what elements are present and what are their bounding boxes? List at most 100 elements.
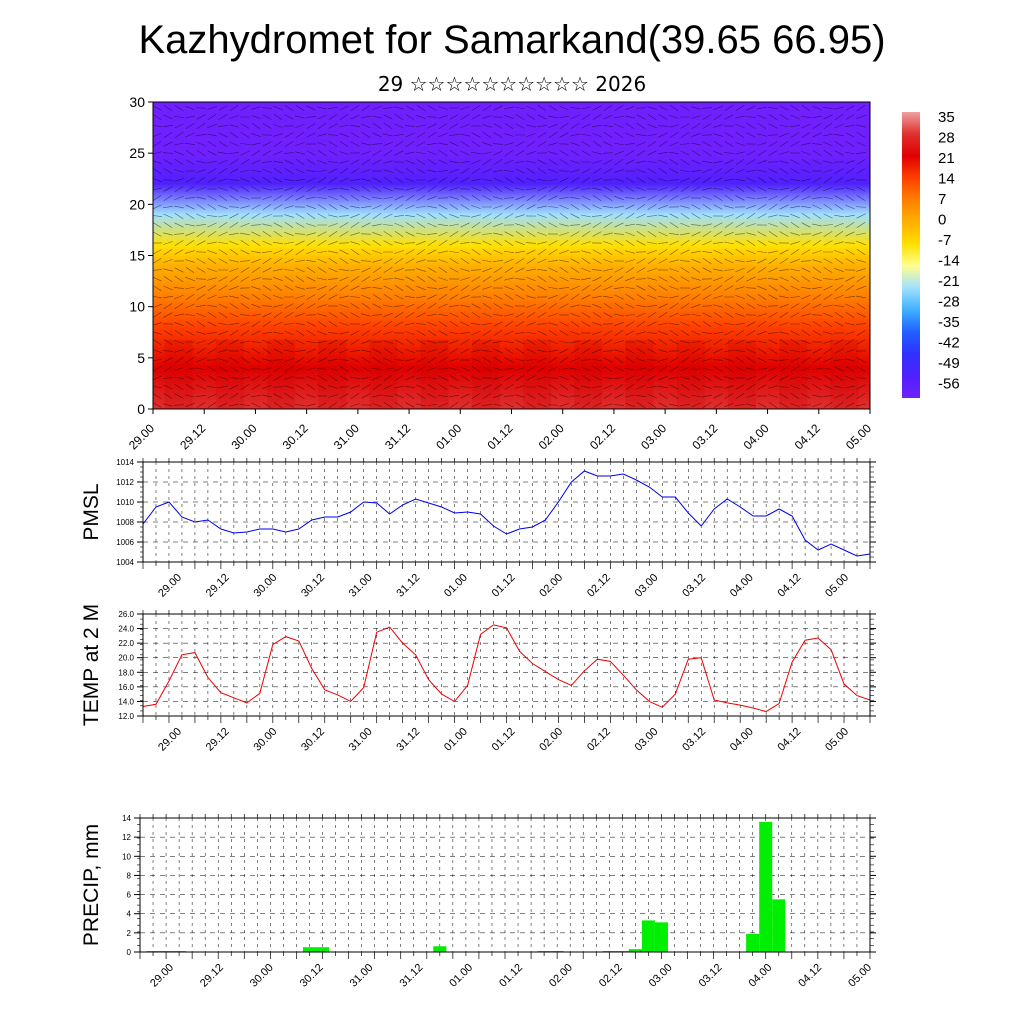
colorbar-label: -56 bbox=[938, 376, 960, 393]
y-tick-label: 1006 bbox=[116, 538, 134, 547]
warm-column bbox=[676, 340, 705, 409]
y-tick-label: 1004 bbox=[116, 558, 134, 567]
x-tick-label: 31.00 bbox=[348, 962, 376, 990]
chart-title: Kazhydromet for Samarkand(39.65 66.95) bbox=[138, 18, 886, 62]
x-tick-label: 03.00 bbox=[638, 421, 669, 452]
x-tick-label: 05.00 bbox=[843, 421, 874, 452]
warm-column bbox=[267, 340, 296, 409]
x-tick-label: 31.12 bbox=[382, 421, 413, 452]
x-tick-label: 05.00 bbox=[846, 962, 874, 990]
temperature-cross-section: 0 5 10 15 20 25 30 29.00 29.12 30.00 30.12 31.00 31.… bbox=[126, 94, 874, 452]
precip-bar bbox=[746, 933, 760, 952]
x-tick-label: 31.00 bbox=[347, 726, 375, 754]
warm-column bbox=[779, 340, 808, 409]
x-tick-label: 02.12 bbox=[585, 572, 613, 600]
y-tick-label: 20.0 bbox=[118, 654, 134, 663]
x-tick-label: 04.00 bbox=[741, 421, 772, 452]
x-tick-label: 05.00 bbox=[823, 572, 851, 600]
warm-column bbox=[574, 340, 603, 409]
colorbar-label: 21 bbox=[938, 150, 955, 167]
colorbar-label: -42 bbox=[938, 335, 960, 352]
x-tick-label: 29.12 bbox=[204, 726, 232, 754]
x-tick-label: 30.00 bbox=[248, 962, 276, 990]
precip-bar bbox=[772, 899, 786, 952]
y-tick-label: 30 bbox=[129, 94, 145, 110]
x-tick-label: 04.12 bbox=[776, 572, 804, 600]
y-tick-label: 16.0 bbox=[118, 683, 134, 692]
grid bbox=[142, 613, 871, 717]
x-tick-label: 30.12 bbox=[299, 572, 327, 600]
x-tick-label: 04.00 bbox=[746, 962, 774, 990]
y-tick-label: 22.0 bbox=[118, 639, 134, 648]
warm-column bbox=[164, 340, 193, 409]
x-tick-label: 02.12 bbox=[597, 962, 625, 990]
y-tick-label: 10 bbox=[129, 299, 145, 315]
wind-streamlines bbox=[153, 104, 867, 409]
x-tick-label: 31.12 bbox=[397, 962, 425, 990]
y-tick-label: 1008 bbox=[116, 518, 134, 527]
x-tick-label: 01.12 bbox=[484, 421, 515, 452]
x-tick-label: 29.12 bbox=[198, 962, 226, 990]
x-tick-label: 31.00 bbox=[347, 572, 375, 600]
y-tick-label: 6 bbox=[127, 891, 132, 900]
colorbar-label: 7 bbox=[938, 191, 946, 208]
x-tick-label: 31.12 bbox=[394, 572, 422, 600]
x-tick-label: 02.00 bbox=[537, 572, 565, 600]
colorbar-label: 35 bbox=[938, 109, 955, 126]
colorbar-label: 0 bbox=[938, 212, 946, 229]
x-tick-label: 04.12 bbox=[792, 421, 823, 452]
x-tick-label: 29.12 bbox=[177, 421, 208, 452]
x-tick-label: 03.00 bbox=[633, 572, 661, 600]
y-tick-label: 18.0 bbox=[118, 668, 134, 677]
colorbar-label: -7 bbox=[938, 232, 951, 249]
precip-bar bbox=[302, 947, 316, 952]
x-tick-label: 04.12 bbox=[796, 962, 824, 990]
grid bbox=[142, 461, 871, 563]
x-tick-label: 29.00 bbox=[126, 421, 157, 452]
y-tick-label: 14 bbox=[122, 814, 131, 823]
y-tick-label: 26.0 bbox=[118, 610, 134, 619]
x-tick-label: 01.00 bbox=[447, 962, 475, 990]
wind-barbs bbox=[153, 104, 867, 409]
x-tick-label: 01.12 bbox=[490, 572, 518, 600]
temp-2m-panel: 12.0 14.0 16.0 18.0 20.0 22.0 24.0 26.0 29.00 29.… bbox=[80, 604, 876, 754]
colorbar-label: -21 bbox=[938, 273, 960, 290]
precip-bar bbox=[315, 947, 330, 952]
x-tick-label: 29.00 bbox=[156, 726, 184, 754]
x-tick-label: 29.00 bbox=[148, 962, 176, 990]
x-tick-label: 01.12 bbox=[497, 962, 525, 990]
precip-bar bbox=[433, 946, 447, 952]
warm-column bbox=[830, 340, 859, 409]
x-tick-label: 03.00 bbox=[647, 962, 675, 990]
x-tick-label: 30.00 bbox=[251, 726, 279, 754]
x-tick-label: 03.12 bbox=[680, 726, 708, 754]
x-tick-label: 29.00 bbox=[156, 572, 184, 600]
x-tick-label: 01.00 bbox=[442, 726, 470, 754]
precip-bar bbox=[759, 821, 773, 952]
colorbar-label: -28 bbox=[938, 294, 960, 311]
x-tick-label: 02.00 bbox=[536, 421, 567, 452]
colorbar-label: -49 bbox=[938, 355, 960, 372]
heatmap-fill bbox=[153, 102, 870, 409]
pmsl-panel: 1004 1006 1008 1010 1012 1014 29.00 29.12 30.00 3… bbox=[80, 458, 876, 600]
colorbar: 35 28 21 14 7 0 -7 -14 -21 -28 -35 -42 -49 -56 bbox=[902, 109, 960, 398]
x-tick-label: 31.00 bbox=[331, 421, 362, 452]
x-tick-label: 30.12 bbox=[280, 421, 311, 452]
x-tick-label: 03.00 bbox=[633, 726, 661, 754]
y-tick-label: 0 bbox=[137, 401, 145, 417]
x-tick-label: 05.00 bbox=[823, 726, 851, 754]
colorbar-label: 28 bbox=[938, 130, 955, 147]
y-axis-title: PMSL bbox=[80, 483, 103, 540]
x-tick-label: 03.12 bbox=[689, 421, 720, 452]
colorbar-label: 14 bbox=[938, 171, 955, 188]
x-tick-label: 30.00 bbox=[251, 572, 279, 600]
y-tick-label: 1012 bbox=[116, 478, 134, 487]
precip-panel: 0 2 4 6 8 10 12 14 29.00 29.12 30.00 30.12 31.00 31.1… bbox=[80, 814, 876, 990]
y-tick-label: 5 bbox=[137, 350, 145, 366]
x-tick-label: 30.12 bbox=[298, 962, 326, 990]
y-tick-label: 1010 bbox=[116, 498, 134, 507]
warm-column bbox=[625, 340, 654, 409]
x-tick-label: 29.12 bbox=[204, 572, 232, 600]
y-tick-label: 14.0 bbox=[118, 697, 134, 706]
